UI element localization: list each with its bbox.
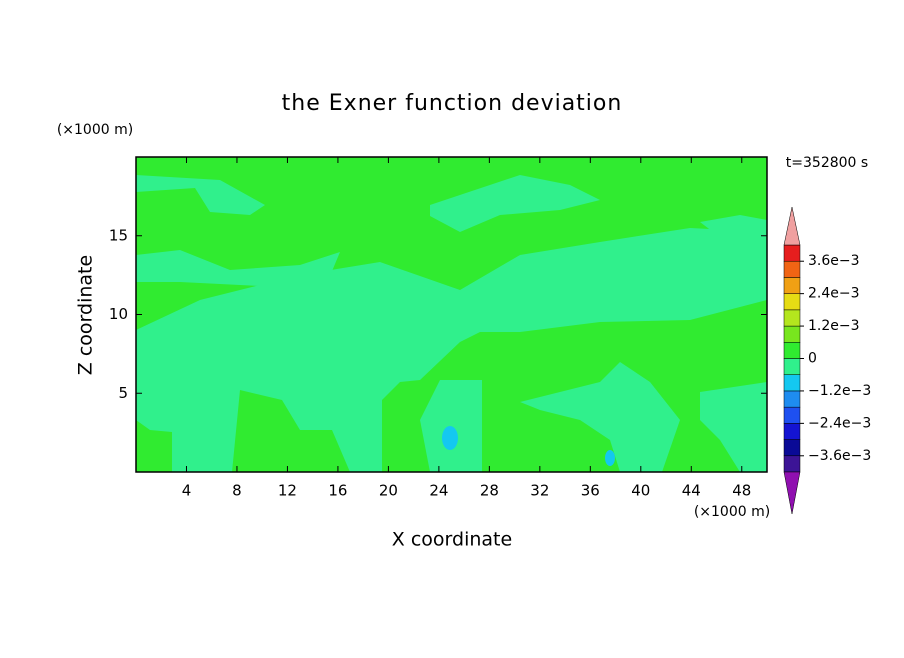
colorbar-box (783, 293, 801, 311)
time-label: t=352800 s (786, 155, 868, 171)
field-region (520, 362, 680, 472)
colorbar-box (783, 260, 801, 278)
x-tick-label: 36 (581, 482, 600, 500)
x-tick-label: 16 (328, 482, 347, 500)
x-tick-label: 44 (682, 482, 701, 500)
y-tick-label: 10 (109, 305, 128, 323)
colorbar-box (783, 423, 801, 440)
x-tick-label: 28 (480, 482, 499, 500)
field-region (136, 175, 265, 215)
x-tick-label: 4 (182, 482, 192, 500)
contour-field (136, 157, 767, 472)
field-region (136, 250, 340, 286)
field-region (605, 450, 615, 466)
colorbar-box (783, 244, 801, 262)
x-tick-label: 12 (278, 482, 297, 500)
colorbar-box (783, 390, 801, 408)
x-tick-label: 24 (429, 482, 448, 500)
field-region (442, 426, 458, 450)
field-region (430, 175, 600, 232)
x-tick-label: 40 (631, 482, 650, 500)
colorbar-label: 3.6e−3 (808, 253, 860, 269)
colorbar-box (783, 309, 801, 327)
field-region (700, 382, 767, 472)
colorbar-box (783, 358, 801, 375)
colorbar-box (783, 455, 801, 473)
x-unit: (×1000 m) (694, 504, 770, 520)
field-region (136, 228, 767, 472)
colorbar-label: −1.2e−3 (808, 383, 871, 399)
colorbar-box (783, 342, 801, 359)
chart-title: the Exner function deviation (282, 91, 623, 116)
x-tick-label: 8 (232, 482, 242, 500)
colorbar-box (783, 406, 801, 424)
colorbar-over (783, 206, 801, 246)
colorbar-under (783, 471, 801, 515)
colorbar-label: −3.6e−3 (808, 448, 871, 464)
colorbar-box (783, 325, 801, 343)
colorbar-label: 0 (808, 351, 817, 367)
y-tick-label: 15 (109, 226, 128, 244)
colorbar-label: 1.2e−3 (808, 318, 860, 334)
y-axis-label: Z coordinate (75, 255, 97, 375)
colorbar: −3.6e−3 −2.4e−3 −1.2e−3 0 1.2e−3 2.4e−3 3.6e−3 (783, 206, 871, 515)
x-tick-label: 48 (732, 482, 751, 500)
x-tick-label: 20 (379, 482, 398, 500)
colorbar-box (783, 277, 801, 294)
field-region (700, 215, 767, 245)
colorbar-box (783, 374, 801, 392)
colorbar-label: 2.4e−3 (808, 286, 860, 302)
y-tick-label: 5 (118, 384, 128, 402)
x-axis-label: X coordinate (392, 529, 512, 551)
y-unit: (×1000 m) (57, 122, 133, 138)
field-region (420, 380, 482, 472)
colorbar-box (783, 439, 801, 457)
x-tick-label: 32 (530, 482, 549, 500)
colorbar-label: −2.4e−3 (808, 415, 871, 431)
